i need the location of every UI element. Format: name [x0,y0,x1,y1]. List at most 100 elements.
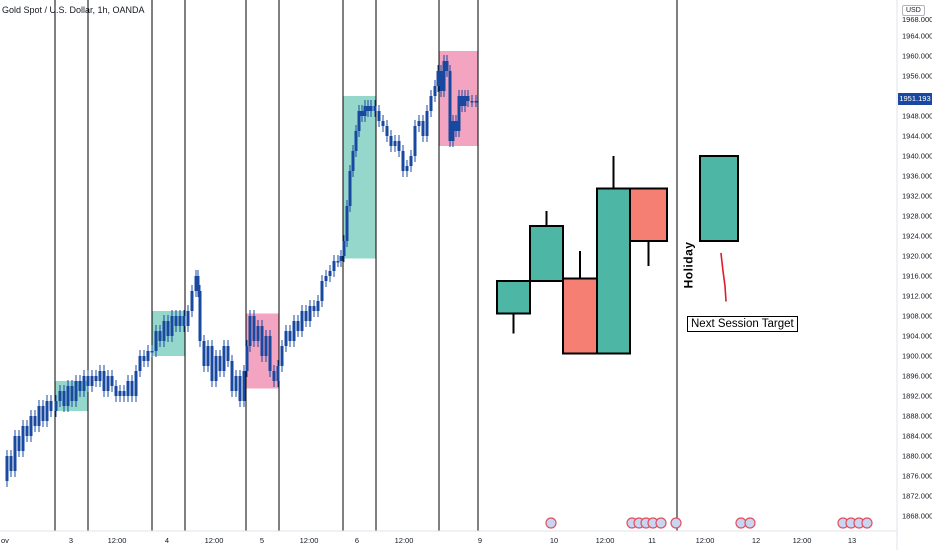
time-tick-label: 4 [165,536,169,545]
price-bar-body [146,351,150,361]
price-bar-body [142,356,146,361]
event-flag-icon[interactable] [545,517,557,529]
price-bar-body [158,331,162,341]
price-bar-body [276,366,280,381]
price-bar-body [328,271,332,276]
price-bar-body [45,401,49,421]
currency-button[interactable]: USD [902,5,925,16]
price-tick-label: 1876.000 [902,472,932,481]
time-tick-label: 12:00 [395,536,414,545]
time-tick-label: 12:00 [596,536,615,545]
price-bar-body [342,241,346,256]
price-bar-body [126,381,130,396]
price-bar-body [9,456,13,471]
event-flag-icon[interactable] [655,517,667,529]
price-bar-body [238,376,242,401]
price-axis[interactable]: 1868.000 1872.000 1876.000 1880.000 1884.000… [902,15,932,521]
symbol-title: Gold Spot / U.S. Dollar, 1h, OANDA [2,5,145,15]
price-bar-body [360,111,364,116]
price-bar-body [442,61,446,91]
projection-candle-up [699,155,739,242]
time-tick-label: 12:00 [793,536,812,545]
price-tick-label: 1932.000 [902,192,932,201]
price-bar-body [162,321,166,341]
price-bar-body [206,346,210,366]
price-tick-label: 1964.000 [902,32,932,41]
time-axis[interactable]: ov 3 12:00 4 12:00 5 12:00 6 12:00 9 10 12:00 11 12:0… [1,536,856,545]
time-tick-label: 5 [260,536,264,545]
price-bar-body [401,151,405,171]
price-tick-label: 1904.000 [902,332,932,341]
price-bar-body [351,151,355,171]
price-tick-label: 1928.000 [902,212,932,221]
price-bar-body [166,321,170,336]
time-tick-label: 6 [355,536,359,545]
price-tick-label: 1924.000 [902,232,932,241]
price-bar-body [381,121,385,126]
projection-candle-down [562,277,598,355]
price-bar-body [354,131,358,151]
price-bar-body [413,126,417,156]
price-bar-body [308,306,312,321]
price-bar-body [122,391,126,396]
price-bar-body [174,316,178,326]
price-bar-body [182,316,186,326]
price-bar-body [304,311,308,321]
time-tick-label: 3 [69,536,73,545]
price-bar-body [474,101,478,103]
economic-events[interactable] [545,517,873,529]
time-tick-label: 11 [648,536,656,545]
price-bar-body [320,281,324,301]
price-bar-body [433,86,437,96]
projection-candles [496,155,739,355]
time-tick-label: 10 [550,536,558,545]
price-bar-body [210,346,214,381]
price-bar-body [245,346,249,371]
price-bar-body [150,351,154,353]
price-bars [5,55,478,487]
price-bar-body [280,346,284,366]
event-flag-icon[interactable] [744,517,756,529]
price-bar-body [264,336,268,356]
price-bar-body [429,96,433,111]
projection-candle-up [529,225,564,282]
price-bar-body [256,326,260,341]
price-bar-body [460,96,464,106]
price-bar-body [106,376,110,391]
time-tick-label: ov [1,536,9,545]
price-bar-body [421,121,425,136]
time-tick-label: 12:00 [696,536,715,545]
price-bar-body [234,376,238,391]
price-bar-body [312,306,316,311]
price-bar-body [202,341,206,366]
price-bar-body [218,356,222,371]
price-bar-body [252,316,256,341]
price-bar-body [470,101,474,103]
price-bar-body [463,96,467,106]
price-bar-body [393,141,397,146]
price-tick-label: 1892.000 [902,392,932,401]
price-bar-body [33,416,37,426]
price-bar-body [397,141,401,151]
price-bar-body [134,371,138,396]
projection-candle-up [496,280,531,315]
price-tick-label: 1920.000 [902,252,932,261]
price-bar-body [324,276,328,281]
price-bar-body [448,71,452,141]
price-bar-body [54,401,58,411]
price-bar-body [345,206,349,241]
price-bar-body [41,406,45,421]
price-tick-label: 1912.000 [902,292,932,301]
price-bar-body [339,256,343,261]
price-bar-body [260,326,264,356]
next-session-target-label: Next Session Target [687,316,798,332]
event-flag-icon[interactable] [670,517,682,529]
time-tick-label: 12:00 [300,536,319,545]
target-path [720,252,727,302]
event-flag-icon[interactable] [861,517,873,529]
price-bar-body [86,376,90,386]
holiday-label: Holiday [681,241,696,289]
price-bar-body [292,321,296,341]
price-tick-label: 1936.000 [902,172,932,181]
